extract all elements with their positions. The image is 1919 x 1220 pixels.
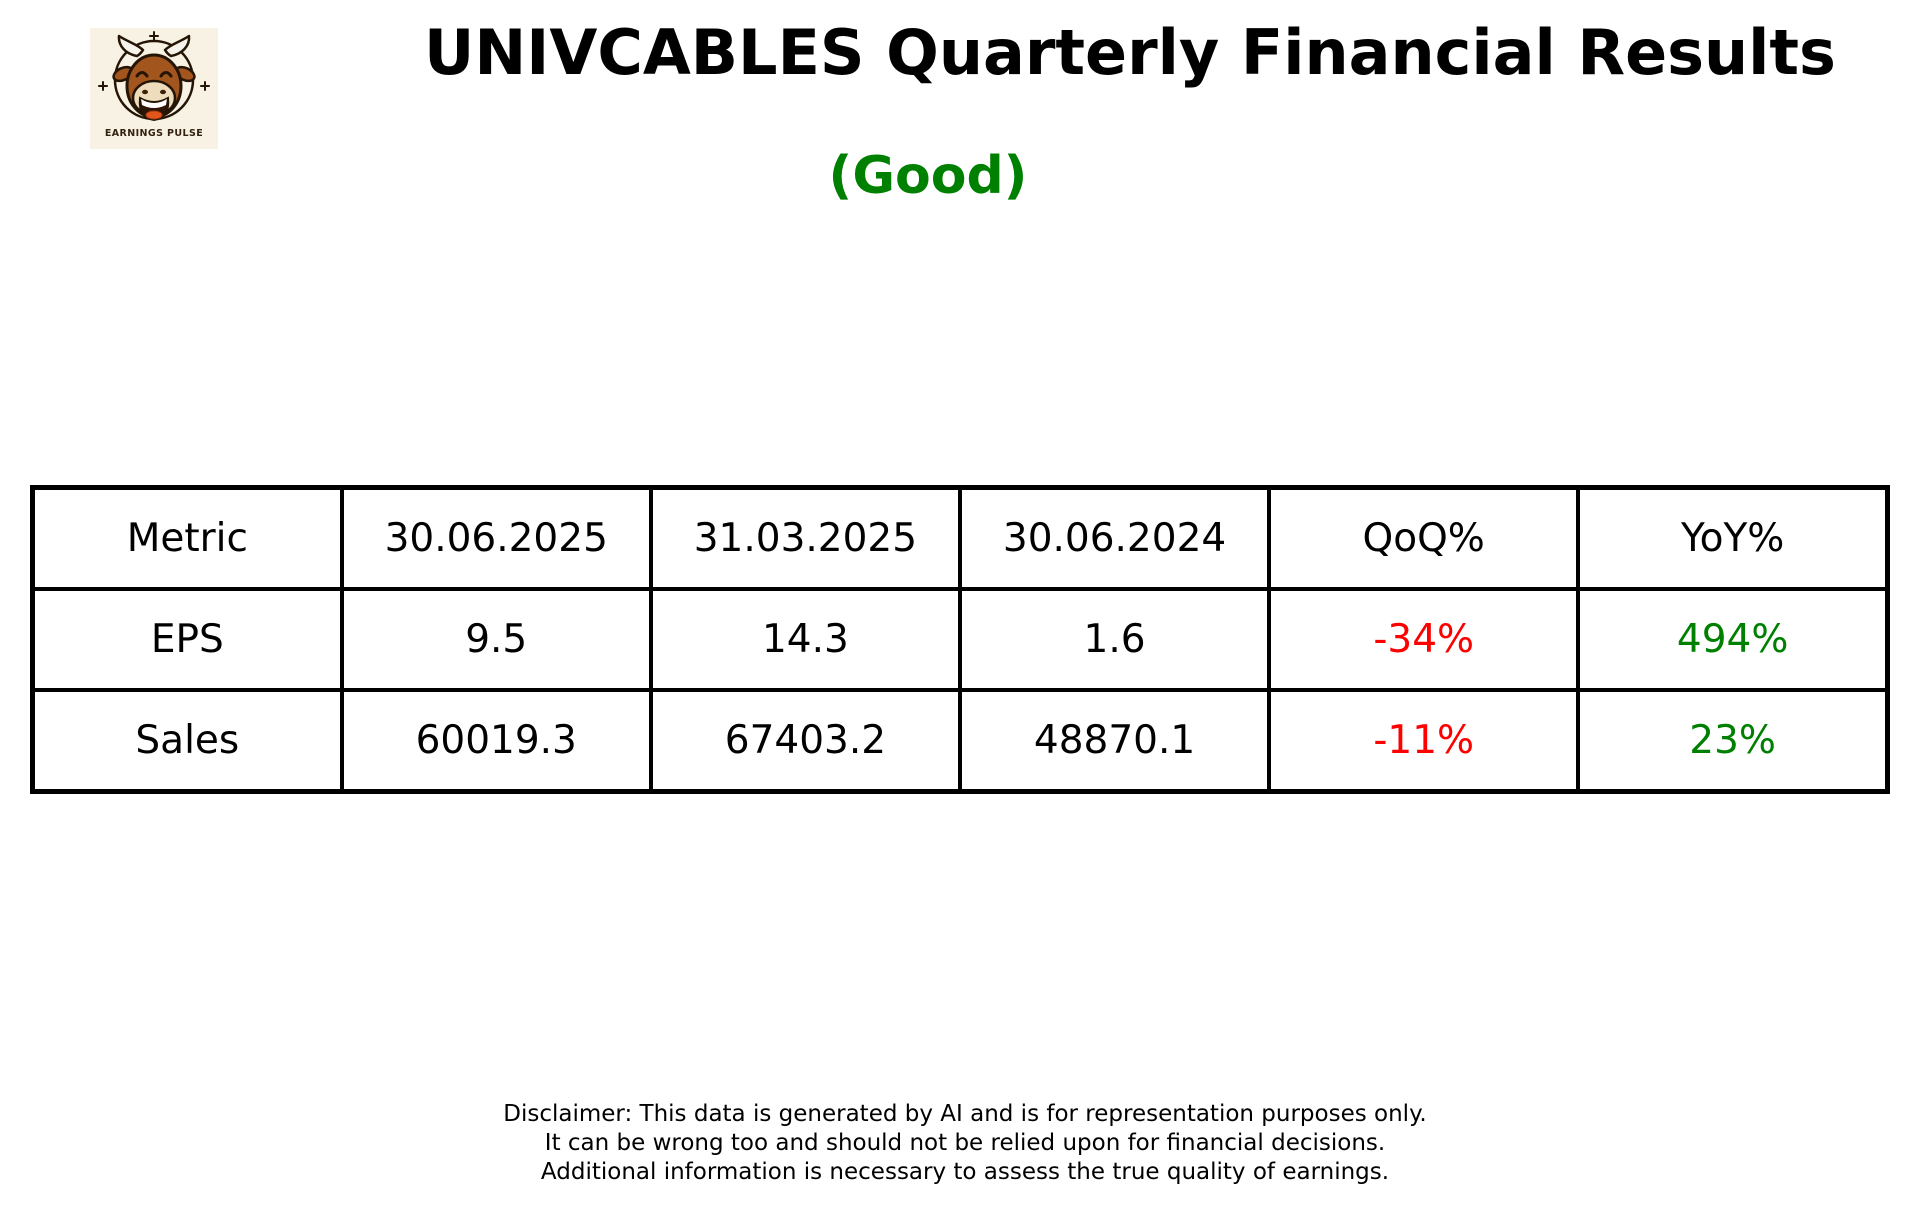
header-cell-q-yearago: 30.06.2024: [957, 485, 1272, 591]
table-row-sales: Sales 60019.3 67403.2 48870.1 -11% 23%: [30, 688, 1890, 794]
sales-yoy-cell: 23%: [1576, 688, 1890, 794]
sales-q-yearago-cell: 48870.1: [957, 688, 1272, 794]
eps-yoy-cell: 494%: [1576, 587, 1890, 692]
table-row-eps: EPS 9.5 14.3 1.6 -34% 494%: [30, 587, 1890, 692]
page-title: UNIVCABLES Quarterly Financial Results: [424, 16, 1836, 89]
logo-label: EARNINGS PULSE: [104, 128, 204, 139]
disclaimer-line-2: It can be wrong too and should not be re…: [544, 1130, 1386, 1156]
disclaimer-line-1: Disclaimer: This data is generated by AI…: [503, 1101, 1427, 1127]
header-cell-q-current: 30.06.2025: [339, 485, 653, 591]
header-cell-qoq: QoQ%: [1267, 485, 1581, 591]
sales-metric-cell: Sales: [30, 688, 344, 794]
eps-q-previous-cell: 14.3: [648, 587, 962, 692]
table-header-row: Metric 30.06.2025 31.03.2025 30.06.2024 …: [30, 485, 1890, 591]
eps-q-yearago-cell: 1.6: [957, 587, 1272, 692]
eps-qoq-cell: -34%: [1267, 587, 1581, 692]
eps-metric-cell: EPS: [30, 587, 344, 692]
sales-q-previous-cell: 67403.2: [648, 688, 962, 794]
disclaimer-text: Disclaimer: This data is generated by AI…: [10, 1100, 1919, 1187]
header-cell-yoy: YoY%: [1576, 485, 1890, 591]
header-cell-metric: Metric: [30, 485, 344, 591]
laughing-bull-icon: [98, 31, 210, 122]
quarterly-results-table: Metric 30.06.2025 31.03.2025 30.06.2024 …: [30, 485, 1890, 794]
disclaimer-line-3: Additional information is necessary to a…: [540, 1159, 1390, 1185]
verdict-badge: (Good): [828, 146, 1028, 206]
eps-q-current-cell: 9.5: [339, 587, 653, 692]
earnings-pulse-logo: EARNINGS PULSE: [90, 28, 218, 149]
sales-q-current-cell: 60019.3: [339, 688, 653, 794]
header-cell-q-previous: 31.03.2025: [648, 485, 962, 591]
sales-qoq-cell: -11%: [1267, 688, 1581, 794]
